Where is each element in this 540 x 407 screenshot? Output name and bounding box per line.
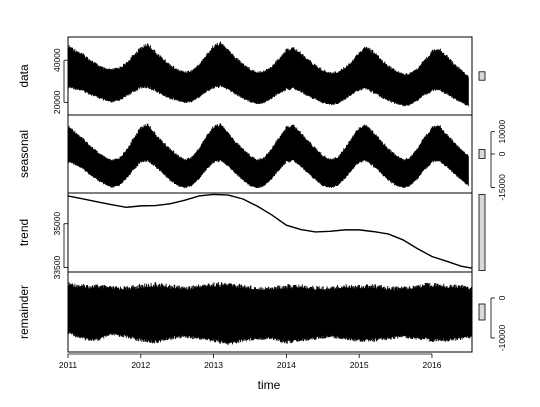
- range-bar-remainder: [478, 303, 486, 321]
- series-remainder: [67, 282, 473, 346]
- panel-label-trend: trend: [17, 219, 31, 246]
- series-seasonal: [67, 123, 469, 189]
- panel-label-data: data: [17, 64, 31, 88]
- y-tick-label-data: 20000: [52, 90, 62, 114]
- y-tick-label-remainder: -10000: [497, 324, 507, 351]
- x-tick-label: 2011: [59, 360, 78, 370]
- series-data: [67, 41, 469, 107]
- x-tick-label: 2012: [131, 360, 150, 370]
- panel-seasonal: -15000 0 10000 seasonal: [17, 114, 507, 201]
- panel-label-remainder: remainder: [17, 285, 31, 339]
- y-tick-label-seasonal: 10000: [497, 120, 507, 144]
- x-tick-label: 2016: [423, 360, 442, 370]
- x-tick-label: 2014: [277, 360, 296, 370]
- range-bar-trend: [478, 194, 486, 271]
- panel-trend: 33500 35000 trend: [17, 192, 486, 280]
- y-tick-label-trend: 33500: [52, 256, 62, 280]
- panel-data: 20000 40000 data: [17, 36, 486, 116]
- panel-frame-trend: [67, 192, 473, 273]
- x-tick-label: 2015: [350, 360, 369, 370]
- x-axis-title: time: [258, 378, 281, 392]
- y-tick-label-seasonal: -15000: [497, 174, 507, 201]
- x-tick-label: 2013: [204, 360, 223, 370]
- series-trend: [67, 193, 473, 269]
- range-bar-seasonal: [478, 149, 486, 159]
- y-tick-label-trend: 35000: [52, 212, 62, 236]
- panel-remainder: -10000 0 remainder: [17, 271, 507, 353]
- x-axis: 2011 2012 2013 2014 2015 2016: [59, 353, 442, 370]
- range-bar-data: [478, 71, 486, 81]
- panel-label-seasonal: seasonal: [17, 130, 31, 178]
- y-tick-label-seasonal: 0: [497, 151, 507, 156]
- y-tick-label-data: 40000: [52, 48, 62, 72]
- y-tick-label-remainder: 0: [497, 295, 507, 300]
- panels: 2000040000data-15000010000seasonal335003…: [17, 36, 507, 353]
